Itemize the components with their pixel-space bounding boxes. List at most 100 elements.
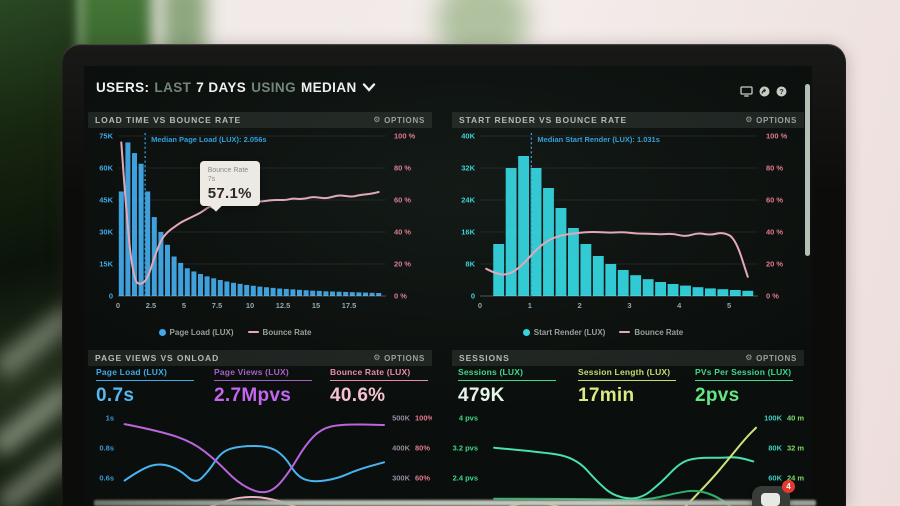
share-icon[interactable] [759, 86, 770, 97]
svg-text:0: 0 [116, 301, 120, 310]
svg-text:75K: 75K [99, 132, 113, 141]
tooltip-x-value: 7s [207, 175, 216, 183]
svg-text:80K: 80K [768, 444, 782, 453]
tooltip-value: 57.1% [207, 184, 252, 202]
svg-text:0: 0 [471, 292, 475, 301]
options-button[interactable]: ⚙ OPTIONS [373, 354, 425, 363]
legend-label: Bounce Rate [262, 327, 312, 337]
svg-text:300K: 300K [392, 474, 411, 483]
svg-text:4: 4 [677, 301, 682, 310]
svg-text:500K: 500K [392, 414, 411, 423]
series-page-load [123, 444, 385, 483]
svg-text:Median Page Load (LUX): 2.056s: Median Page Load (LUX): 2.056s [151, 135, 266, 144]
metric-label: PVs Per Session (LUX) [695, 367, 793, 381]
svg-text:12.5: 12.5 [276, 301, 291, 310]
options-label: OPTIONS [756, 353, 797, 363]
svg-text:1s: 1s [106, 414, 114, 423]
metric-label: Page Views (LUX) [214, 367, 312, 381]
svg-text:60 %: 60 % [394, 196, 411, 205]
metric-row: Page Load (LUX) 0.7s Page Views (LUX) 2.7Mp… [88, 367, 432, 409]
svg-text:20 %: 20 % [766, 260, 783, 269]
panel-title: LOAD TIME VS BOUNCE RATE [95, 115, 242, 125]
metric-value: 479K [458, 385, 505, 406]
svg-text:100K: 100K [764, 414, 783, 423]
gear-icon: ⚙ [745, 353, 754, 362]
svg-text:60 %: 60 % [766, 196, 783, 205]
svg-text:2.5: 2.5 [146, 301, 156, 310]
legend-line-swatch [619, 330, 631, 334]
sessions-chart[interactable]: 4 pvs 100K 40 min 3.2 pvs 80K 32 min 2.4 pvs 60… [452, 408, 811, 506]
chat-widget-button[interactable]: 4 [752, 480, 795, 506]
legend-item: Page Load (LUX) [158, 327, 234, 337]
svg-text:40 %: 40 % [766, 228, 783, 237]
svg-text:1: 1 [528, 301, 532, 310]
load_time_vs_bounce_rate-svg: 75K 100 % 60K 80 % 45K 60 % 30K 40 % 15K 20 % 0 0 %… [99, 132, 416, 311]
laptop-bottom-edge [94, 500, 816, 506]
metric: Session Length (LUX) 17min [578, 367, 676, 407]
panel-sessions: SESSIONS ⚙ OPTIONS Sessions (LUX) 479K Ses… [452, 350, 811, 506]
start-render-chart[interactable]: 40K 100 % 32K 80 % 24K 60 % 16K 40 % 8K 20 % 0 0 % 0… [452, 128, 804, 324]
svg-text:5: 5 [182, 301, 186, 310]
svg-text:20 %: 20 % [394, 260, 411, 269]
legend-item: Start Render (LUX) [522, 327, 606, 337]
series-pvs-per-session [493, 446, 755, 500]
start_render_vs_bounce_rate-svg: 40K 100 % 32K 80 % 24K 60 % 16K 40 % 8K 20 % 0 0 % 0… [461, 132, 788, 311]
svg-text:Median Start Render (LUX): 1.0: Median Start Render (LUX): 1.031s [537, 135, 660, 144]
period-label: 7 DAYS [196, 80, 247, 95]
svg-text:100 %: 100 % [394, 132, 416, 141]
svg-text:32K: 32K [461, 164, 475, 173]
panel-start-render-vs-bounce-rate: START RENDER VS BOUNCE RATE ⚙ OPTIONS 40… [452, 112, 804, 344]
page-views-onload-chart[interactable]: 1s 500K 100% 0.8s 400K 80% 0.6s 300K 60% [88, 408, 435, 506]
notification-badge: 4 [782, 480, 795, 493]
legend-label: Page Load (LUX) [169, 327, 234, 337]
metric-value: 2.7Mpvs [214, 385, 292, 406]
metric-value: 0.7s [96, 385, 135, 406]
monitor-icon[interactable] [740, 86, 753, 97]
panel-header: SESSIONS ⚙ OPTIONS [452, 350, 804, 366]
page_views_vs_onload-svg: 1s 500K 100% 0.8s 400K 80% 0.6s 300K 60% [99, 414, 435, 506]
svg-text:32 min: 32 min [787, 444, 804, 453]
help-icon[interactable]: ? [776, 86, 787, 97]
using-label: USING [251, 80, 296, 95]
metric: PVs Per Session (LUX) 2pvs [695, 367, 793, 407]
metric-label: Page Load (LUX) [96, 367, 194, 381]
svg-text:100 %: 100 % [766, 132, 788, 141]
users-period-dropdown[interactable]: USERS: LAST 7 DAYS USING MEDIAN [96, 80, 376, 95]
svg-text:4 pvs: 4 pvs [459, 414, 478, 423]
svg-text:80 %: 80 % [394, 164, 411, 173]
aggregation-label: MEDIAN [300, 80, 357, 95]
gear-icon: ⚙ [373, 115, 382, 124]
panel-header: LOAD TIME VS BOUNCE RATE ⚙ OPTIONS [88, 112, 432, 128]
legend-item: Bounce Rate [247, 327, 312, 337]
legend-dot-swatch [158, 328, 166, 336]
legend-label: Start Render (LUX) [533, 327, 606, 337]
page-scrollbar[interactable] [805, 84, 810, 256]
metric: Bounce Rate (LUX) 40.6% [330, 367, 428, 407]
svg-text:80%: 80% [415, 444, 430, 453]
panel-header: START RENDER VS BOUNCE RATE ⚙ OPTIONS [452, 112, 804, 128]
series-page-views [123, 423, 385, 494]
svg-text:5: 5 [727, 301, 731, 310]
options-label: OPTIONS [756, 115, 797, 125]
svg-text:17.5: 17.5 [342, 301, 357, 310]
svg-text:15K: 15K [99, 260, 113, 269]
svg-text:0.6s: 0.6s [99, 474, 114, 483]
metric-label: Sessions (LUX) [458, 367, 556, 381]
users-label: USERS: [96, 80, 150, 95]
options-button[interactable]: ⚙ OPTIONS [373, 116, 425, 125]
metric: Sessions (LUX) 479K [458, 367, 556, 407]
metric-value: 40.6% [330, 385, 386, 406]
load-time-chart[interactable]: Bounce Rate 7s 57.1% 75K 100 % 60K 80 % 45K 6… [88, 128, 432, 324]
dashboard-screen: USERS: LAST 7 DAYS USING MEDIAN [84, 66, 812, 506]
svg-text:0.8s: 0.8s [99, 444, 114, 453]
svg-text:0 %: 0 % [394, 292, 407, 301]
svg-text:30K: 30K [99, 228, 113, 237]
legend-dot-swatch [522, 328, 530, 336]
legend-item: Bounce Rate [619, 328, 683, 337]
chart-tooltip: Bounce Rate 7s 57.1% [199, 160, 260, 212]
metric: Page Load (LUX) 0.7s [96, 367, 194, 407]
legend-label: Bounce Rate [634, 327, 684, 337]
options-button[interactable]: ⚙ OPTIONS [745, 354, 797, 363]
options-button[interactable]: ⚙ OPTIONS [745, 116, 797, 125]
